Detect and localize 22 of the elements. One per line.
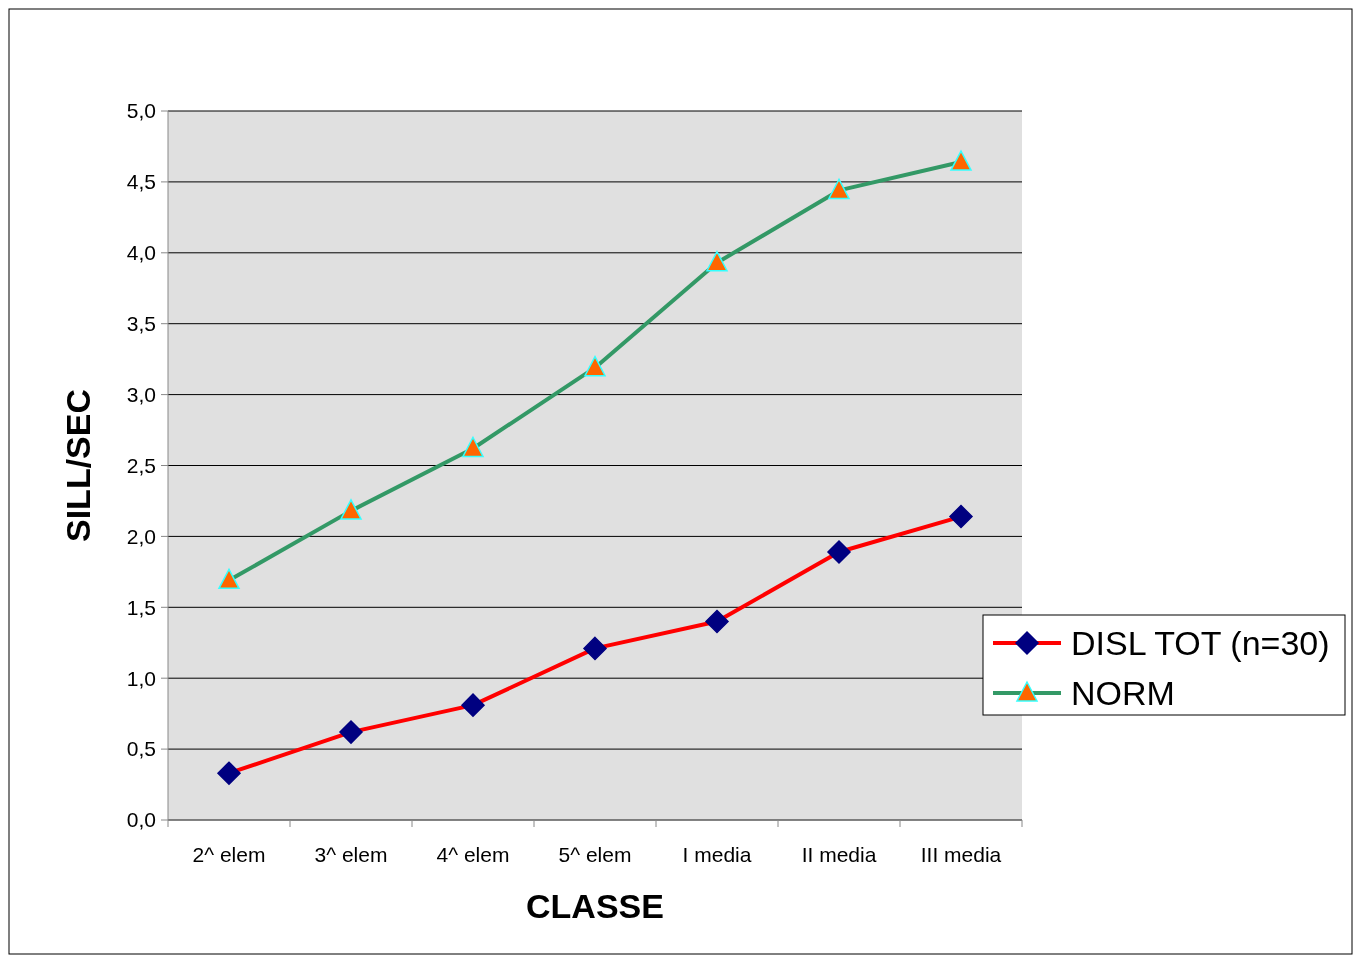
y-tick-label: 4,5 bbox=[126, 170, 156, 194]
y-tick-label: 3,0 bbox=[126, 382, 156, 406]
legend-label: DISL TOT (n=30) bbox=[1071, 623, 1330, 662]
y-tick-label: 3,5 bbox=[126, 312, 156, 336]
y-tick-label: 4,0 bbox=[126, 241, 156, 265]
x-tick-label: I media bbox=[682, 843, 752, 866]
y-tick-label: 5,0 bbox=[126, 99, 156, 123]
x-tick-label: 3^ elem bbox=[314, 843, 388, 866]
y-tick-label: 2,0 bbox=[126, 524, 156, 548]
y-tick-label: 0,0 bbox=[126, 808, 156, 832]
legend-label: NORM bbox=[1071, 673, 1175, 712]
y-tick-label: 0,5 bbox=[126, 737, 156, 761]
y-axis-title: SILL/SEC bbox=[59, 388, 97, 543]
x-tick-label: III media bbox=[920, 843, 1002, 866]
y-tick-label: 2,5 bbox=[126, 453, 156, 477]
y-tick-label: 1,5 bbox=[126, 595, 156, 619]
x-tick-label: II media bbox=[801, 843, 877, 866]
y-tick-label: 1,0 bbox=[126, 666, 156, 690]
x-axis-title: CLASSE bbox=[526, 887, 664, 925]
x-tick-label: 5^ elem bbox=[558, 843, 632, 866]
x-tick-label: 4^ elem bbox=[436, 843, 510, 866]
x-tick-label: 2^ elem bbox=[192, 843, 266, 866]
